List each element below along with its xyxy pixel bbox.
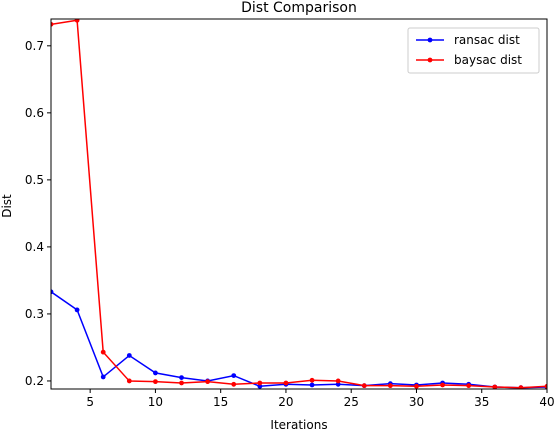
legend-marker	[427, 37, 433, 43]
data-point	[231, 373, 237, 378]
y-tick-label: 0.4	[25, 240, 44, 254]
x-tick-label: 10	[148, 395, 163, 409]
y-tick-label: 0.5	[25, 173, 44, 187]
x-tick-label: 30	[409, 395, 424, 409]
chart-title: Dist Comparison	[241, 0, 357, 16]
legend-label: baysac dist	[454, 53, 522, 67]
y-axis: 0.2 0.3 0.4 0.5 0.6 0.7	[25, 39, 51, 388]
data-point	[51, 289, 54, 295]
y-tick-label: 0.2	[25, 374, 44, 388]
data-point	[179, 380, 184, 386]
series-baysac-dist	[51, 19, 547, 389]
data-point	[335, 381, 341, 387]
data-point	[100, 374, 106, 380]
data-point	[126, 378, 132, 384]
data-point	[544, 383, 547, 389]
series-layer	[51, 19, 547, 389]
data-point	[205, 379, 211, 385]
x-axis-label: Iterations	[270, 418, 327, 432]
data-point	[387, 383, 393, 389]
y-tick-label: 0.3	[25, 307, 44, 321]
x-tick-label: 40	[539, 395, 554, 409]
data-point	[414, 383, 419, 389]
data-point	[361, 383, 367, 389]
data-point	[309, 377, 315, 383]
y-axis-label: Dist	[0, 194, 14, 218]
x-axis: 5 10 15 20 25 30 35 40	[86, 389, 555, 409]
data-point	[492, 384, 498, 389]
data-point	[257, 383, 263, 389]
data-point	[100, 349, 106, 355]
data-point	[74, 307, 80, 313]
x-tick-label: 5	[86, 395, 94, 409]
y-tick-label: 0.7	[25, 39, 44, 53]
data-point	[440, 382, 445, 388]
data-point	[283, 380, 289, 386]
data-point	[231, 381, 237, 387]
series-line	[51, 19, 547, 389]
data-point	[309, 382, 315, 388]
legend-label: ransac dist	[454, 33, 520, 47]
data-point	[153, 379, 158, 385]
x-tick-label: 15	[213, 395, 228, 409]
series-line	[51, 291, 547, 389]
data-point	[335, 378, 341, 384]
legend-marker	[427, 57, 433, 63]
legend: ransac dist baysac dist	[407, 27, 540, 74]
data-point	[518, 385, 524, 389]
x-tick-label: 25	[344, 395, 359, 409]
data-point	[179, 375, 184, 381]
x-tick-label: 20	[278, 395, 293, 409]
data-point	[51, 21, 54, 27]
data-point	[466, 383, 472, 389]
plot-frame	[50, 18, 548, 390]
data-point	[153, 370, 158, 376]
y-tick-label: 0.6	[25, 106, 44, 120]
data-point	[126, 353, 132, 358]
data-point	[257, 380, 263, 386]
x-tick-label: 35	[474, 395, 489, 409]
data-point	[74, 19, 80, 23]
